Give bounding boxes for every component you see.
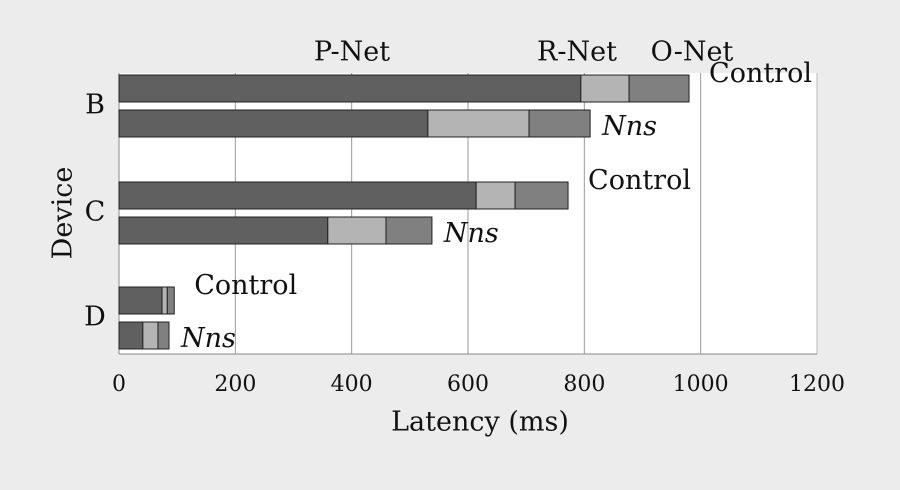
bar-segment bbox=[475, 181, 516, 210]
bar-segment bbox=[118, 286, 163, 315]
bar-segment bbox=[327, 216, 387, 245]
bar-segment bbox=[161, 286, 168, 315]
bar-segment bbox=[427, 109, 530, 138]
bar-segment bbox=[118, 109, 429, 138]
x-tick-label: 400 bbox=[331, 372, 373, 397]
x-tick-label: 600 bbox=[447, 372, 489, 397]
bar-label: Nns bbox=[443, 218, 499, 249]
bar-label: Nns bbox=[180, 323, 236, 354]
y-axis-label: Device bbox=[48, 167, 79, 260]
bar-label: Nns bbox=[601, 111, 657, 142]
x-tick-label: 800 bbox=[563, 372, 605, 397]
bar-segment bbox=[628, 74, 690, 103]
bar-segment bbox=[528, 109, 591, 138]
legend-label: O-Net bbox=[651, 37, 734, 68]
x-tick-label: 200 bbox=[214, 372, 256, 397]
bar-segment bbox=[118, 321, 144, 350]
bar-segment bbox=[118, 181, 477, 210]
group-label: D bbox=[84, 302, 106, 333]
legend-label: P-Net bbox=[314, 37, 390, 68]
x-axis-label: Latency (ms) bbox=[391, 407, 569, 438]
group-label: C bbox=[85, 197, 106, 228]
bar-segment bbox=[157, 321, 170, 350]
bar-segment bbox=[118, 216, 329, 245]
bar-label: Control bbox=[709, 58, 812, 89]
bar-segment bbox=[580, 74, 630, 103]
x-tick-label: 1000 bbox=[673, 372, 729, 397]
x-tick-label: 1200 bbox=[789, 372, 845, 397]
bar-segment bbox=[166, 286, 175, 315]
legend-label: R-Net bbox=[537, 37, 617, 68]
bar-segment bbox=[142, 321, 159, 350]
bar-segment bbox=[118, 74, 582, 103]
bar-label: Control bbox=[588, 165, 691, 196]
bar-segment bbox=[514, 181, 569, 210]
bar-label: Control bbox=[194, 270, 297, 301]
group-label: B bbox=[85, 90, 105, 121]
x-tick-label: 0 bbox=[112, 372, 126, 397]
bar-segment bbox=[385, 216, 433, 245]
